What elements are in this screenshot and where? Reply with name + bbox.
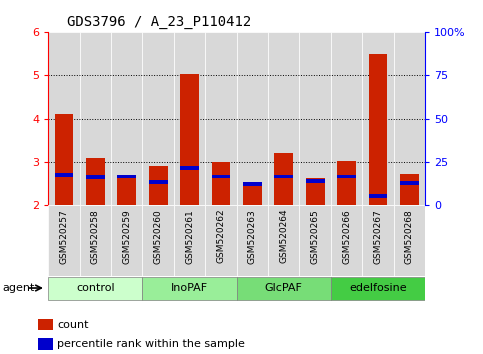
Bar (180, 166, 199, 170)
Text: GSM520268: GSM520268 (405, 209, 414, 264)
Bar (243, 182, 262, 186)
Bar (205, 32, 237, 205)
Bar (149, 166, 168, 205)
Bar (142, 278, 237, 299)
Bar (86, 158, 105, 205)
Bar (237, 32, 268, 205)
Bar (400, 181, 419, 185)
Text: agent: agent (2, 283, 35, 293)
Bar (306, 179, 325, 183)
Text: GSM520264: GSM520264 (279, 209, 288, 263)
Bar (142, 205, 174, 276)
Text: GSM520262: GSM520262 (216, 209, 226, 263)
Bar (38, 338, 53, 349)
Text: GSM520259: GSM520259 (122, 209, 131, 264)
Bar (400, 174, 419, 205)
Bar (205, 205, 237, 276)
Bar (149, 180, 168, 184)
Bar (237, 205, 268, 276)
Bar (274, 153, 293, 205)
Bar (362, 32, 394, 205)
Bar (337, 161, 356, 205)
Bar (212, 175, 230, 178)
Bar (55, 173, 73, 177)
Text: GSM520267: GSM520267 (373, 209, 383, 264)
Bar (111, 205, 142, 276)
Bar (362, 205, 394, 276)
Text: GSM520266: GSM520266 (342, 209, 351, 264)
Bar (237, 278, 331, 299)
Bar (394, 205, 425, 276)
Text: GSM520261: GSM520261 (185, 209, 194, 264)
Bar (48, 205, 80, 276)
Bar (117, 175, 136, 178)
Bar (274, 175, 293, 178)
Bar (331, 205, 362, 276)
Text: GSM520265: GSM520265 (311, 209, 320, 264)
Bar (369, 194, 387, 198)
Bar (394, 32, 425, 205)
Bar (306, 178, 325, 205)
Bar (55, 114, 73, 205)
Bar (38, 319, 53, 330)
Bar (111, 32, 142, 205)
Bar (369, 53, 387, 205)
Text: GSM520263: GSM520263 (248, 209, 257, 264)
Text: GSM520257: GSM520257 (59, 209, 69, 264)
Bar (337, 175, 356, 178)
Text: count: count (57, 320, 89, 330)
Bar (174, 205, 205, 276)
Bar (80, 205, 111, 276)
Text: InoPAF: InoPAF (171, 283, 208, 293)
Text: control: control (76, 283, 114, 293)
Bar (268, 205, 299, 276)
Bar (86, 175, 105, 179)
Bar (331, 278, 425, 299)
Bar (299, 205, 331, 276)
Text: GlcPAF: GlcPAF (265, 283, 303, 293)
Bar (212, 162, 230, 205)
Text: percentile rank within the sample: percentile rank within the sample (57, 339, 245, 349)
Bar (331, 32, 362, 205)
Bar (299, 32, 331, 205)
Text: GSM520258: GSM520258 (91, 209, 100, 264)
Text: edelfosine: edelfosine (349, 283, 407, 293)
Bar (268, 32, 299, 205)
Bar (174, 32, 205, 205)
Text: GDS3796 / A_23_P110412: GDS3796 / A_23_P110412 (67, 16, 251, 29)
Bar (80, 32, 111, 205)
Bar (243, 185, 262, 205)
Bar (180, 74, 199, 205)
Bar (48, 278, 142, 299)
Bar (48, 32, 80, 205)
Text: GSM520260: GSM520260 (154, 209, 163, 264)
Bar (117, 177, 136, 205)
Bar (142, 32, 174, 205)
